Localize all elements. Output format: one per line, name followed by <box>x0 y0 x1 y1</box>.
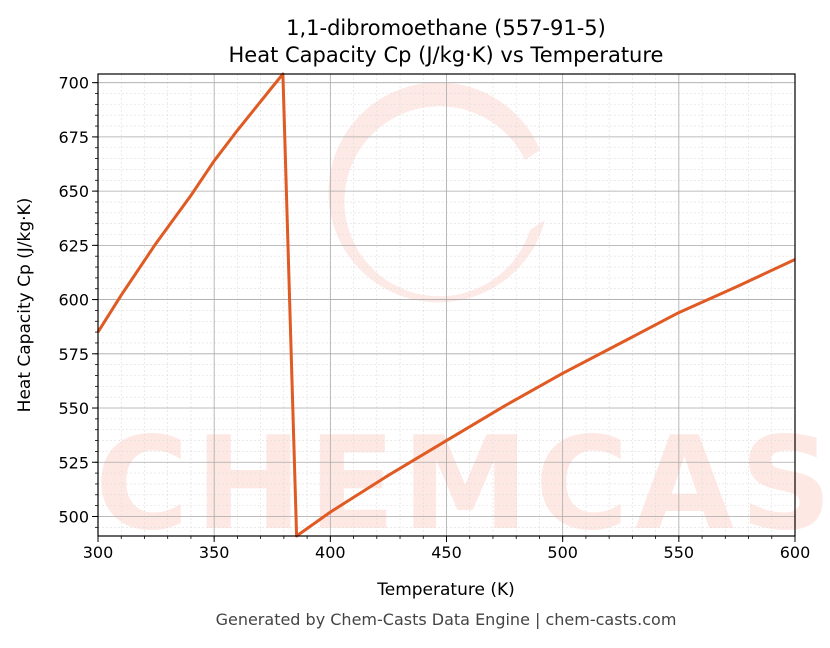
chart-title: 1,1-dibromoethane (557-91-5) <box>286 16 606 40</box>
footer: Generated by Chem-Casts Data Engine | ch… <box>216 610 677 629</box>
y-tick-label: 700 <box>58 74 89 93</box>
x-tick-label: 400 <box>315 543 346 562</box>
ticks: 300 350 400 450 500 550 600 500 525 550 575 600 625 6… <box>58 74 810 562</box>
y-tick-label: 675 <box>58 128 89 147</box>
plot-frame <box>97 73 796 537</box>
x-axis-label: Temperature (K) <box>376 580 515 600</box>
watermark-text: CHEMCASTS <box>95 410 830 559</box>
y-tick-label: 550 <box>58 399 89 418</box>
y-axis-label: Heat Capacity Cp (J/kg·K) <box>15 198 35 413</box>
y-tick-label: 650 <box>58 182 89 201</box>
series-line-cp <box>96 72 796 538</box>
y-tick-label: 575 <box>58 345 89 364</box>
y-tick-label: 525 <box>58 453 89 472</box>
chart-subtitle: Heat Capacity Cp (J/kg·K) vs Temperature <box>229 43 664 67</box>
x-tick-label: 550 <box>664 543 695 562</box>
y-tick-label: 600 <box>58 291 89 310</box>
x-tick-label: 450 <box>431 543 462 562</box>
x-tick-label: 300 <box>83 543 114 562</box>
y-tick-label: 500 <box>58 507 89 526</box>
watermark: CHEMCASTS <box>95 82 830 559</box>
grid <box>97 74 796 536</box>
x-tick-label: 500 <box>547 543 578 562</box>
x-tick-label: 600 <box>780 543 811 562</box>
y-tick-label: 625 <box>58 236 89 255</box>
x-tick-label: 350 <box>199 543 230 562</box>
